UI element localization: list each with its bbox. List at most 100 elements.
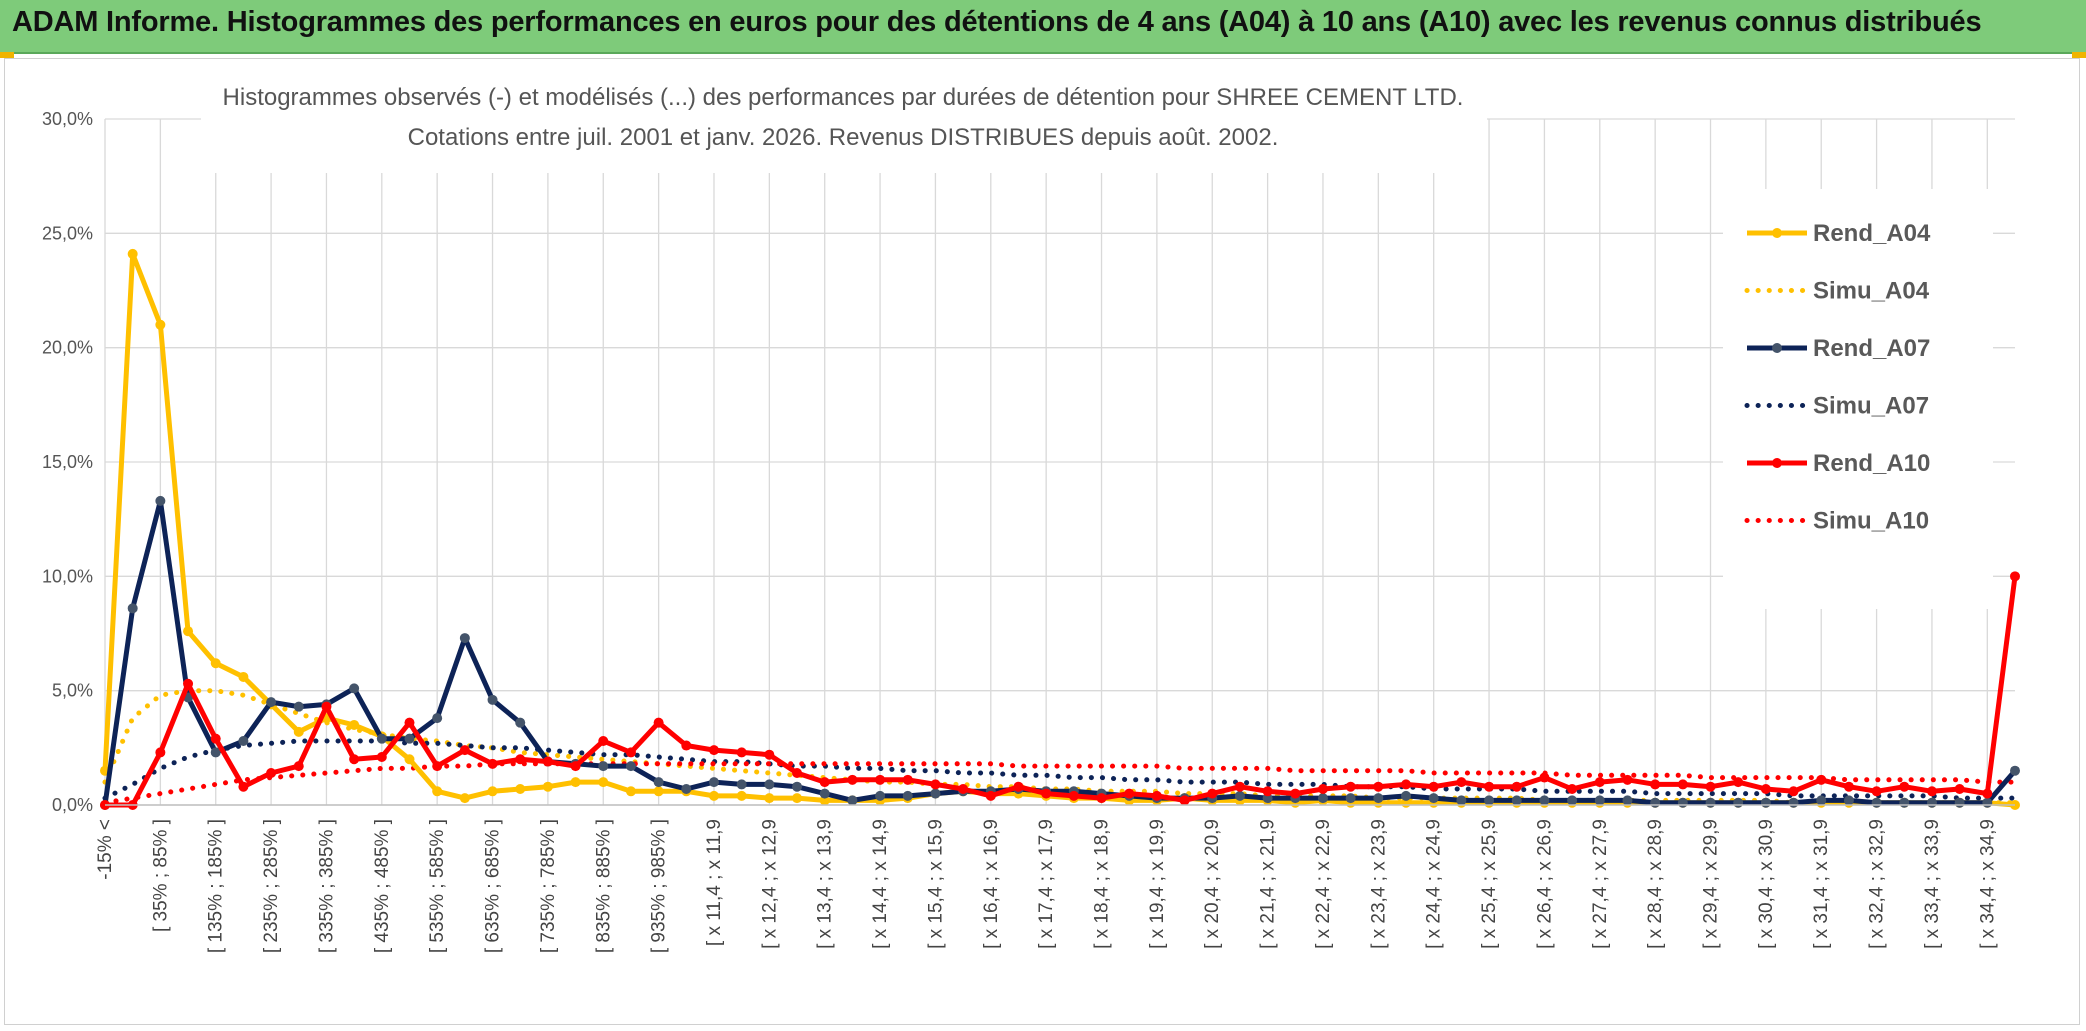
x-tick-label: [ 235% ; 285% ] bbox=[261, 819, 282, 953]
data-point bbox=[155, 747, 166, 758]
data-point bbox=[1982, 788, 1993, 799]
data-point bbox=[1539, 795, 1550, 806]
data-point bbox=[1539, 772, 1550, 783]
x-tick-label: [ 135% ; 185% ] bbox=[206, 819, 227, 953]
data-point bbox=[1650, 797, 1661, 808]
data-point bbox=[1456, 777, 1467, 788]
data-point bbox=[1843, 795, 1854, 806]
data-point bbox=[1677, 797, 1688, 808]
data-point bbox=[1484, 795, 1495, 806]
data-point bbox=[376, 751, 387, 762]
corner-accent-right bbox=[2072, 52, 2086, 58]
legend-label: Rend_A07 bbox=[1813, 335, 1930, 362]
data-point bbox=[1401, 779, 1412, 790]
x-tick-label: [ x 28,4 ; x 28,9 bbox=[1645, 819, 1666, 949]
data-point bbox=[1511, 781, 1522, 792]
data-point bbox=[1345, 793, 1356, 804]
data-point bbox=[459, 745, 470, 756]
x-tick-label: [ x 24,4 ; x 24,9 bbox=[1424, 819, 1445, 949]
legend-marker bbox=[1772, 458, 1782, 468]
axis-layer: 0,0% 5,0% 10,0% 15,0% 20,0% 25,0% 30,0% -15% < [… bbox=[42, 109, 2015, 953]
data-point bbox=[155, 319, 166, 330]
data-point bbox=[819, 788, 830, 799]
data-point bbox=[930, 779, 941, 790]
data-point bbox=[570, 777, 581, 788]
data-point bbox=[1594, 777, 1605, 788]
data-point bbox=[321, 701, 332, 712]
data-point bbox=[875, 790, 886, 801]
data-point bbox=[1234, 790, 1245, 801]
data-point bbox=[1567, 795, 1578, 806]
data-point bbox=[598, 735, 609, 746]
x-tick-label: [ x 19,4 ; x 19,9 bbox=[1147, 819, 1168, 949]
y-tick-label: 30,0% bbox=[42, 109, 93, 129]
data-point bbox=[985, 790, 996, 801]
data-point bbox=[459, 633, 470, 644]
data-point bbox=[266, 697, 277, 708]
x-tick-label: [ x 32,4 ; x 32,9 bbox=[1867, 819, 1888, 949]
data-point bbox=[432, 713, 443, 724]
data-point bbox=[625, 747, 636, 758]
data-point bbox=[1567, 783, 1578, 794]
data-point bbox=[2010, 571, 2020, 582]
data-point bbox=[487, 786, 498, 797]
data-point bbox=[736, 747, 747, 758]
data-point bbox=[1262, 793, 1273, 804]
y-tick-label: 10,0% bbox=[42, 566, 93, 586]
x-tick-label: [ x 31,4 ; x 31,9 bbox=[1811, 819, 1832, 949]
data-point bbox=[1594, 795, 1605, 806]
report-banner: ADAM Informe. Histogrammes des performan… bbox=[0, 0, 2086, 54]
chart-title-background bbox=[201, 79, 1487, 173]
data-point bbox=[1511, 795, 1522, 806]
legend-background bbox=[1723, 189, 1993, 609]
x-tick-label: [ x 18,4 ; x 18,9 bbox=[1092, 819, 1113, 949]
data-point bbox=[293, 761, 304, 772]
data-point bbox=[1124, 788, 1135, 799]
x-tick-label: [ x 30,4 ; x 30,9 bbox=[1756, 819, 1777, 949]
data-point bbox=[1816, 774, 1827, 785]
legend-item-Rend_A04: Rend_A04 bbox=[1747, 220, 1931, 247]
data-point bbox=[570, 761, 581, 772]
data-point bbox=[1677, 779, 1688, 790]
data-point bbox=[1733, 777, 1744, 788]
data-point bbox=[1982, 797, 1993, 808]
data-point bbox=[1096, 793, 1107, 804]
data-point bbox=[1428, 793, 1439, 804]
chart-legend: Rend_A04 Simu_A04 Rend_A07 Simu_A07 Rend_A10… bbox=[1723, 189, 1993, 609]
series-line bbox=[105, 575, 2018, 808]
data-point bbox=[266, 767, 277, 778]
x-tick-label: [ 635% ; 685% ] bbox=[483, 819, 504, 953]
data-point bbox=[238, 781, 249, 792]
x-tick-label: [ x 20,4 ; x 20,9 bbox=[1202, 819, 1223, 949]
chart-title-block: Histogrammes observés (-) et modélisés (… bbox=[201, 79, 1487, 173]
x-tick-label: [ x 23,4 ; x 23,9 bbox=[1368, 819, 1389, 949]
data-point bbox=[349, 754, 360, 765]
y-tick-label: 5,0% bbox=[52, 681, 93, 701]
data-point bbox=[1179, 795, 1190, 806]
data-point bbox=[708, 790, 719, 801]
data-point bbox=[349, 719, 360, 730]
data-point bbox=[183, 678, 194, 689]
data-point bbox=[1899, 781, 1910, 792]
data-point bbox=[1622, 774, 1633, 785]
data-point bbox=[1262, 786, 1273, 797]
data-point bbox=[1843, 781, 1854, 792]
data-point bbox=[736, 779, 747, 790]
data-point bbox=[1456, 795, 1467, 806]
x-tick-label: [ x 27,4 ; x 27,9 bbox=[1590, 819, 1611, 949]
data-point bbox=[792, 781, 803, 792]
legend-label: Simu_A04 bbox=[1813, 278, 1930, 305]
x-tick-label: [ x 33,4 ; x 33,9 bbox=[1922, 819, 1943, 949]
corner-accent-left bbox=[0, 52, 14, 58]
data-point bbox=[238, 735, 249, 746]
data-point bbox=[653, 717, 664, 728]
data-point bbox=[542, 781, 553, 792]
line-chart: Histogrammes observés (-) et modélisés (… bbox=[42, 79, 2020, 953]
data-point bbox=[653, 777, 664, 788]
data-point bbox=[598, 777, 609, 788]
legend-item-Simu_A10: Simu_A10 bbox=[1744, 508, 1929, 535]
data-point bbox=[1345, 781, 1356, 792]
y-tick-label: 20,0% bbox=[42, 338, 93, 358]
data-point bbox=[487, 758, 498, 769]
data-point bbox=[515, 717, 526, 728]
